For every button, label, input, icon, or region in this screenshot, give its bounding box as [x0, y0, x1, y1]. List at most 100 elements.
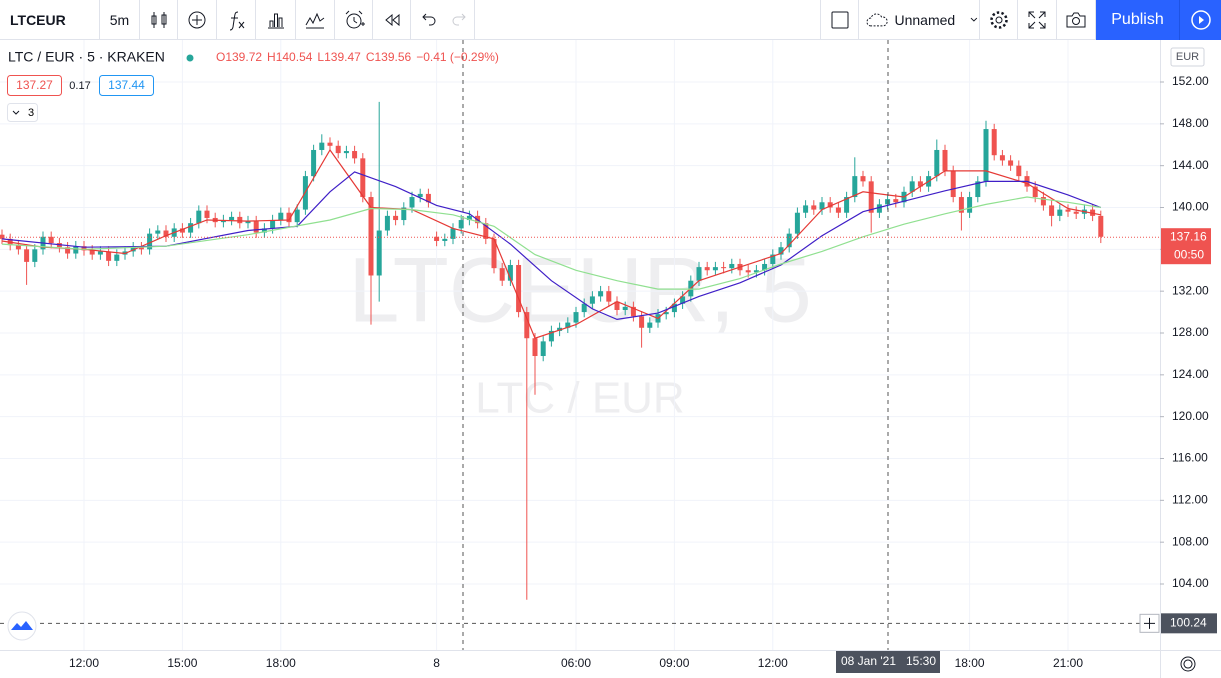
select-button[interactable]	[820, 0, 859, 40]
indicators-count: 3	[28, 107, 34, 119]
candle-body	[376, 230, 382, 276]
settings-button[interactable]	[980, 0, 1018, 40]
candle-body	[450, 228, 456, 239]
bid-box[interactable]	[7, 75, 62, 96]
plot	[0, 40, 1160, 650]
ask-box[interactable]	[99, 75, 154, 96]
candle-body	[278, 212, 284, 221]
legend-title: LTC / EUR · 5 · KRAKEN	[8, 49, 165, 65]
undo-icon	[422, 13, 436, 26]
layout-name: Unnamed	[894, 12, 956, 28]
candle-body	[384, 215, 390, 231]
candle-body	[188, 223, 194, 233]
candle-body	[220, 220, 226, 223]
play-button[interactable]	[1180, 0, 1221, 40]
alert-button[interactable]	[335, 0, 373, 40]
time-axis	[0, 650, 1160, 678]
toggle-caret	[12, 110, 20, 115]
candle-body	[614, 301, 620, 310]
crosshair-time: 15:30	[906, 654, 936, 668]
publish-button[interactable]: Publish	[1096, 0, 1180, 40]
compare-button[interactable]	[178, 0, 217, 40]
y-tick-label: 124.00	[1172, 367, 1209, 381]
camera-icon	[1066, 12, 1086, 28]
candle-body	[442, 238, 448, 241]
candle-body	[606, 291, 612, 302]
candle-body	[696, 267, 702, 281]
replay-icon	[384, 13, 399, 27]
candle-body	[581, 303, 587, 313]
templates-button[interactable]	[296, 0, 335, 40]
redo-button[interactable]	[445, 0, 475, 40]
candle-body	[1098, 215, 1104, 237]
crosshair-price: 100.24	[1170, 616, 1207, 630]
candle-body	[950, 170, 956, 198]
y-tick-label: 108.00	[1172, 534, 1209, 548]
indicators-button[interactable]	[217, 0, 256, 40]
x-tick-label: 12:00	[758, 656, 788, 670]
symbol-search[interactable]: LTCEUR	[0, 0, 100, 40]
fullscreen-button[interactable]	[1018, 0, 1057, 40]
candle-body	[163, 230, 169, 237]
candle-body	[762, 263, 768, 271]
candle-body	[81, 246, 87, 251]
candle-body	[466, 215, 472, 221]
undo-button[interactable]	[411, 0, 445, 40]
alarm-icon	[345, 10, 365, 29]
candle-body	[852, 176, 858, 198]
x-tick-label: 8	[433, 656, 440, 670]
crosshair-time-box	[836, 651, 940, 673]
candle-body	[999, 155, 1005, 161]
candle-body	[97, 251, 103, 255]
plus-icon	[188, 11, 206, 29]
candle-body	[1073, 211, 1079, 214]
candle-body	[352, 151, 358, 159]
candle-body	[483, 223, 489, 239]
y-tick-label: 132.00	[1172, 283, 1209, 297]
candle-body	[540, 341, 546, 357]
candle-body	[991, 129, 997, 156]
candle-body	[48, 236, 54, 244]
layout-menu[interactable]: Unnamed	[859, 0, 980, 40]
candle-body	[1016, 165, 1022, 177]
candle-body	[1049, 205, 1055, 216]
ask: 137.44	[108, 78, 145, 92]
candle-body	[507, 265, 513, 281]
axis-settings[interactable]	[1180, 656, 1196, 672]
cloud-icon	[866, 13, 888, 27]
indicators-toggle[interactable]	[7, 103, 38, 122]
candle-body	[934, 149, 940, 177]
fullscreen-icon	[1028, 11, 1046, 29]
candle-body	[663, 312, 669, 315]
candle-body	[745, 270, 751, 273]
candle-body	[770, 254, 776, 264]
chart-type-button[interactable]	[140, 0, 178, 40]
legend-value: L139.47	[317, 50, 361, 64]
candle-body	[712, 267, 718, 271]
candle-body	[319, 142, 325, 150]
y-tick-label: 104.00	[1172, 576, 1209, 590]
redo-icon	[452, 13, 466, 26]
candle-body	[499, 268, 505, 281]
crosshair-date: 08 Jan '21	[841, 654, 896, 668]
candle-body	[532, 338, 538, 357]
candle-body	[294, 209, 300, 223]
candle-body	[245, 221, 251, 224]
interval[interactable]: 5m	[100, 0, 140, 40]
candle-body	[909, 181, 915, 192]
x-tick-label: 21:00	[1053, 656, 1083, 670]
candle-body	[24, 249, 30, 262]
replay-button[interactable]	[373, 0, 411, 40]
candle-body	[360, 158, 366, 198]
candle-body	[1008, 160, 1014, 166]
financials-button[interactable]	[256, 0, 296, 40]
axes: 104.00 108.00 112.00 116.00 120.00 124.00 128.…	[69, 74, 1217, 673]
x-tick-label: 15:00	[167, 656, 197, 670]
candle-body	[458, 220, 464, 229]
snapshot-button[interactable]	[1057, 0, 1096, 40]
candle-body	[557, 327, 563, 331]
candle-body	[565, 322, 571, 328]
y-tick-label: 128.00	[1172, 325, 1209, 339]
candle-body	[204, 210, 210, 218]
